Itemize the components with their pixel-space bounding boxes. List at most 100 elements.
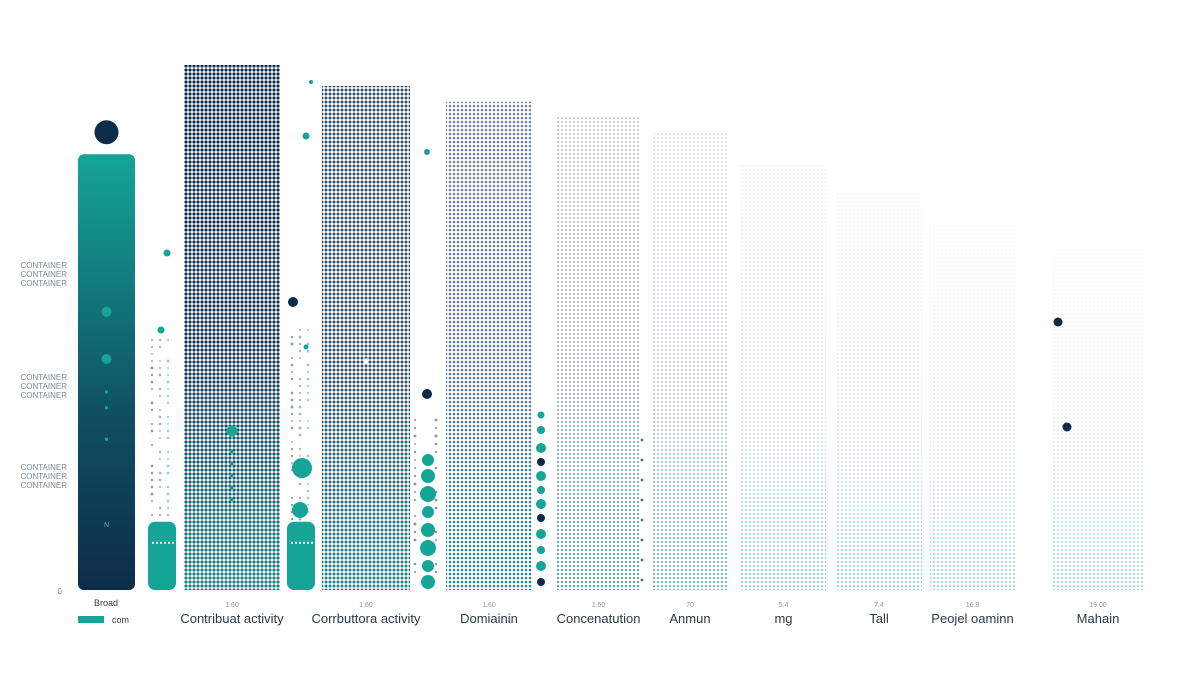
stream-dot bbox=[291, 420, 293, 422]
stream-dot bbox=[298, 377, 302, 381]
stream-dot bbox=[166, 422, 170, 426]
small-bar bbox=[148, 521, 176, 590]
stream-dot bbox=[166, 366, 170, 370]
bubble-dot bbox=[640, 458, 644, 462]
stream-dot bbox=[291, 441, 293, 443]
stream-dot bbox=[413, 426, 417, 430]
bubble-dot bbox=[420, 540, 436, 556]
bar-accent-tick bbox=[230, 462, 233, 465]
bar-value-label: 16.8 bbox=[966, 602, 980, 609]
stream-dot bbox=[158, 338, 162, 342]
stream-dot bbox=[298, 342, 302, 346]
y-axis-side-label: CONTAINER bbox=[20, 481, 67, 490]
x-tick-label: Contribuat activity bbox=[180, 611, 284, 626]
bar-accent-dot bbox=[292, 502, 308, 518]
small-bar bbox=[287, 521, 315, 590]
stream-dot bbox=[298, 482, 302, 486]
stream-dot bbox=[158, 513, 162, 517]
bar-value-label: 19.00 bbox=[1089, 602, 1107, 609]
stream-dot bbox=[298, 426, 302, 430]
bar-0 bbox=[184, 65, 280, 590]
stream-dot bbox=[166, 485, 170, 489]
stream-dot bbox=[414, 491, 416, 493]
stream-dot bbox=[307, 420, 309, 422]
bubble-dot bbox=[422, 454, 434, 466]
x-tick-label: Peojel oaminn bbox=[931, 611, 1013, 626]
bubble-dot bbox=[421, 523, 435, 537]
bubble-dot bbox=[537, 578, 545, 586]
stream-dot bbox=[290, 363, 294, 367]
bar-2 bbox=[446, 101, 532, 590]
bubble-dot bbox=[537, 486, 545, 494]
stream-dot bbox=[290, 356, 294, 360]
accent-marker bbox=[157, 326, 165, 334]
stream-dot bbox=[166, 380, 170, 384]
stream-dot bbox=[159, 360, 161, 362]
stream-dot bbox=[150, 401, 154, 405]
stream-dot bbox=[434, 562, 438, 566]
bubble-dot bbox=[422, 506, 434, 518]
stream-dot bbox=[413, 482, 417, 486]
bubble-dot bbox=[421, 575, 435, 589]
bar-6 bbox=[836, 191, 922, 590]
small-bar-dot bbox=[160, 541, 162, 544]
stream-dot bbox=[298, 405, 302, 409]
stream-dot bbox=[150, 373, 154, 377]
y-axis-zero-label: 0 bbox=[58, 587, 63, 596]
small-bar-dot bbox=[299, 541, 301, 544]
bar-value-label: 7.4 bbox=[874, 602, 884, 609]
y-axis-side-label: CONTAINER bbox=[20, 279, 67, 288]
stream-dot bbox=[306, 426, 310, 430]
small-bar-dot bbox=[156, 541, 158, 544]
stream-dot bbox=[298, 433, 302, 437]
small-bar-dot bbox=[291, 541, 293, 544]
stream-dot bbox=[307, 329, 309, 331]
stream-dot bbox=[298, 419, 302, 423]
stream-dot bbox=[434, 450, 438, 454]
stream-dot bbox=[158, 485, 162, 489]
stream-dot bbox=[434, 466, 438, 470]
stream-dot bbox=[298, 328, 302, 332]
bubble-dot bbox=[640, 478, 644, 482]
stream-dot bbox=[290, 398, 294, 402]
accent-marker bbox=[1053, 317, 1063, 327]
bar-value-label: 1.60 bbox=[359, 602, 373, 609]
stream-dot bbox=[290, 503, 294, 507]
bar-3 bbox=[556, 117, 641, 590]
bar-accent-tick bbox=[230, 474, 233, 477]
stream-dot bbox=[166, 513, 170, 517]
y-axis-side-label: CONTAINER bbox=[20, 472, 67, 481]
stream-dot bbox=[166, 429, 170, 433]
stream-dot bbox=[306, 349, 310, 353]
stream-dot bbox=[306, 482, 310, 486]
bar-value-label: 1.60 bbox=[592, 602, 606, 609]
bar-accent-dot bbox=[292, 458, 312, 478]
accent-marker bbox=[303, 344, 309, 350]
bubble-dot bbox=[536, 499, 546, 509]
stream-dot bbox=[434, 538, 438, 542]
stream-dot bbox=[414, 467, 416, 469]
stream-dot bbox=[166, 450, 170, 454]
stream-dot bbox=[166, 499, 170, 503]
stream-dot bbox=[306, 370, 310, 374]
stream-dot bbox=[150, 408, 154, 412]
summary-bar-tick bbox=[105, 390, 108, 394]
stream-dot bbox=[158, 394, 162, 398]
bubble-dot bbox=[536, 561, 546, 571]
accent-marker bbox=[163, 249, 171, 257]
stream-dot bbox=[413, 562, 417, 566]
y-axis-side-label: CONTAINER bbox=[20, 391, 67, 400]
bubble-dot bbox=[536, 471, 546, 481]
stream-dot bbox=[298, 517, 302, 521]
bar-value-label: 5.4 bbox=[779, 602, 789, 609]
bar-accent-tick bbox=[230, 498, 233, 501]
stream-dot bbox=[306, 377, 310, 381]
x-tick-label: Anmun bbox=[669, 611, 710, 626]
stream-dot bbox=[158, 415, 162, 419]
stream-dot bbox=[306, 384, 310, 388]
bar-7 bbox=[930, 222, 1015, 590]
legend-title: Broad bbox=[94, 598, 118, 608]
bubble-dot bbox=[640, 438, 644, 442]
bar-value-label: 1.60 bbox=[225, 602, 239, 609]
